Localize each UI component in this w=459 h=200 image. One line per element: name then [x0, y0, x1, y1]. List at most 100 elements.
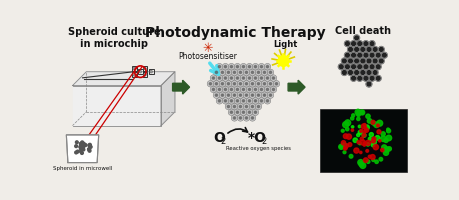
- Circle shape: [150, 70, 152, 73]
- Circle shape: [341, 143, 346, 148]
- Circle shape: [368, 40, 375, 47]
- Circle shape: [218, 66, 220, 68]
- Circle shape: [345, 42, 348, 46]
- Circle shape: [360, 47, 364, 51]
- Circle shape: [230, 100, 232, 102]
- Circle shape: [236, 88, 238, 91]
- Circle shape: [344, 120, 350, 126]
- Text: Photosensitiser: Photosensitiser: [178, 52, 236, 61]
- Circle shape: [383, 147, 389, 153]
- Circle shape: [273, 81, 279, 87]
- Circle shape: [378, 157, 382, 161]
- Circle shape: [348, 59, 352, 63]
- Circle shape: [339, 146, 341, 148]
- Circle shape: [375, 76, 379, 80]
- Circle shape: [215, 94, 217, 96]
- Circle shape: [225, 103, 231, 110]
- Circle shape: [143, 73, 146, 76]
- Circle shape: [224, 66, 226, 68]
- Circle shape: [342, 151, 345, 154]
- Circle shape: [225, 92, 231, 98]
- Circle shape: [359, 69, 365, 76]
- Circle shape: [74, 145, 77, 148]
- Circle shape: [348, 154, 352, 158]
- Circle shape: [227, 94, 229, 96]
- Circle shape: [350, 117, 353, 120]
- Circle shape: [341, 141, 345, 145]
- Circle shape: [257, 63, 264, 70]
- Circle shape: [338, 144, 343, 149]
- Circle shape: [369, 42, 373, 46]
- Text: Cell death: Cell death: [334, 26, 390, 36]
- Circle shape: [269, 86, 276, 93]
- Circle shape: [362, 75, 368, 82]
- Circle shape: [356, 110, 360, 114]
- Circle shape: [221, 83, 223, 85]
- Circle shape: [257, 94, 259, 96]
- Circle shape: [358, 125, 360, 128]
- Circle shape: [341, 59, 346, 63]
- Circle shape: [252, 109, 258, 115]
- Text: Photodynamic Therapy: Photodynamic Therapy: [145, 26, 325, 40]
- Circle shape: [248, 111, 250, 113]
- Circle shape: [350, 64, 356, 70]
- Circle shape: [340, 58, 347, 64]
- Circle shape: [360, 124, 365, 129]
- Circle shape: [218, 77, 220, 79]
- Circle shape: [359, 58, 365, 64]
- Circle shape: [347, 46, 353, 53]
- Circle shape: [260, 100, 262, 102]
- Circle shape: [249, 115, 255, 121]
- Circle shape: [209, 83, 211, 85]
- Circle shape: [263, 75, 270, 81]
- Polygon shape: [73, 86, 161, 126]
- Circle shape: [351, 76, 355, 80]
- Circle shape: [357, 53, 361, 57]
- Circle shape: [251, 71, 253, 74]
- Circle shape: [379, 59, 382, 63]
- Circle shape: [372, 59, 376, 63]
- Circle shape: [372, 71, 376, 74]
- Circle shape: [340, 69, 347, 76]
- Circle shape: [231, 92, 237, 98]
- Circle shape: [249, 92, 255, 98]
- Circle shape: [366, 59, 370, 63]
- Circle shape: [225, 69, 231, 76]
- Circle shape: [370, 121, 373, 124]
- Circle shape: [246, 63, 252, 70]
- Circle shape: [353, 58, 359, 64]
- Circle shape: [263, 71, 265, 74]
- Circle shape: [343, 64, 350, 70]
- Circle shape: [257, 98, 264, 104]
- Circle shape: [207, 81, 213, 87]
- Circle shape: [222, 75, 228, 81]
- Text: Spheroid culture
in microchip: Spheroid culture in microchip: [67, 27, 160, 49]
- Circle shape: [252, 63, 258, 70]
- Text: *O: *O: [247, 131, 266, 145]
- Circle shape: [234, 98, 240, 104]
- Circle shape: [233, 105, 235, 108]
- Circle shape: [386, 129, 390, 133]
- Circle shape: [351, 126, 353, 128]
- Circle shape: [249, 81, 255, 87]
- Circle shape: [365, 69, 371, 76]
- Circle shape: [356, 117, 359, 121]
- Text: O: O: [213, 131, 224, 145]
- Circle shape: [359, 129, 362, 132]
- Circle shape: [269, 71, 271, 74]
- Circle shape: [345, 65, 348, 69]
- Circle shape: [376, 124, 379, 127]
- Circle shape: [133, 67, 135, 70]
- Circle shape: [385, 135, 391, 141]
- Circle shape: [386, 128, 388, 131]
- Circle shape: [364, 128, 368, 132]
- Circle shape: [257, 71, 259, 74]
- Circle shape: [239, 117, 241, 119]
- Circle shape: [366, 47, 370, 51]
- Circle shape: [224, 77, 226, 79]
- Circle shape: [380, 132, 385, 136]
- Circle shape: [371, 122, 375, 125]
- Circle shape: [342, 134, 347, 139]
- Circle shape: [222, 63, 228, 70]
- Circle shape: [372, 47, 376, 51]
